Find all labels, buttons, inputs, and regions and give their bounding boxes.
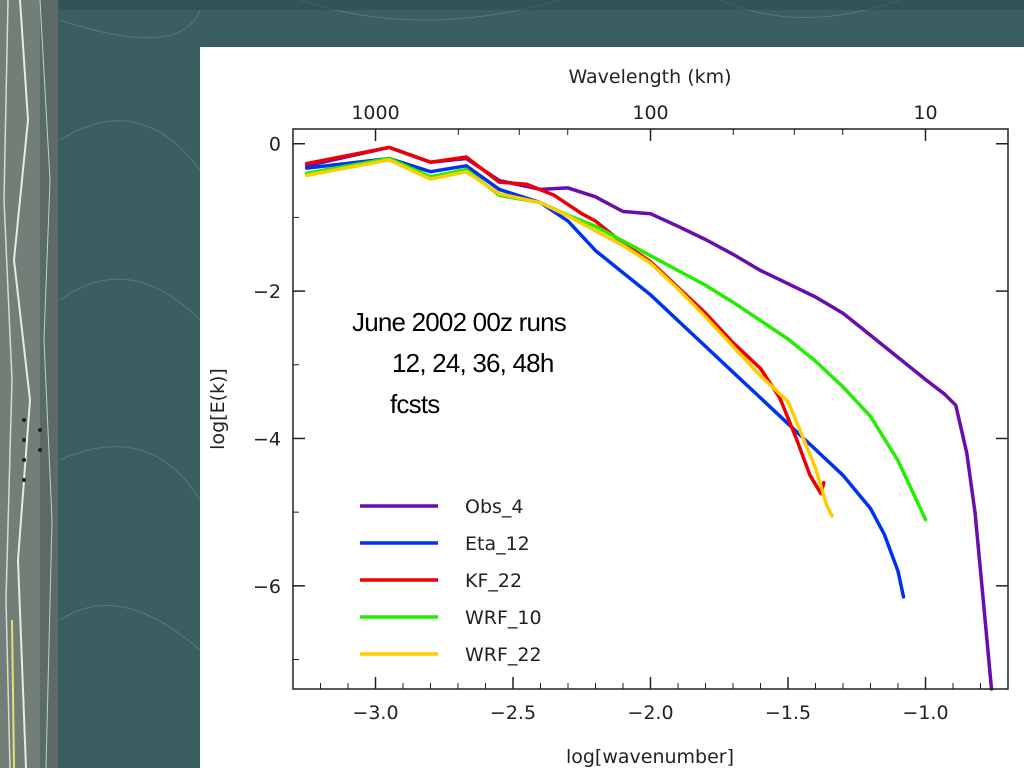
series-line-wrf-22 — [304, 158, 834, 518]
spectrum-chart: −3.0 −2.5 −2.0 −1.5 −1.0 0 −2 −4 −6 1000 100 10 Wav… — [207, 66, 1009, 768]
x-tick-label: −2.5 — [490, 702, 536, 724]
x-tick-label: −1.5 — [765, 702, 811, 724]
y-tick-label: −4 — [253, 428, 281, 450]
x-tick-label: −2.0 — [627, 702, 673, 724]
y-tick-label: −6 — [253, 576, 281, 598]
tick-layer: −3.0 −2.5 −2.0 −1.5 −1.0 0 −2 −4 −6 1000 100 10 — [253, 102, 1009, 724]
series-line-eta-12 — [304, 156, 906, 599]
x-axis-title: log[wavenumber] — [566, 746, 734, 768]
annotation-line-3: fcsts — [390, 389, 440, 419]
legend-label: Eta_12 — [465, 533, 530, 555]
annotation-line-2: 12, 24, 36, 48h — [392, 348, 554, 378]
top-tick-label: 1000 — [351, 102, 399, 124]
satellite-image-strip — [0, 0, 58, 768]
x-tick-label: −1.0 — [902, 702, 948, 724]
top-axis-title: Wavelength (km) — [568, 66, 731, 88]
annotation-line-1: June 2002 00z runs — [352, 307, 567, 337]
legend-label: KF_22 — [465, 570, 522, 592]
legend: Obs_4 Eta_12 KF_22 WRF_10 WRF_22 — [360, 496, 542, 666]
legend-label: WRF_22 — [465, 644, 542, 666]
legend-label: Obs_4 — [465, 496, 524, 518]
y-tick-label: −2 — [253, 281, 281, 303]
top-tick-label: 10 — [913, 102, 937, 124]
y-axis-title: log[E(k)] — [207, 368, 229, 450]
run-annotation: June 2002 00z runs 12, 24, 36, 48h fcsts — [352, 302, 652, 425]
x-tick-label: −3.0 — [352, 702, 398, 724]
legend-label: WRF_10 — [465, 607, 542, 629]
chart-panel: −3.0 −2.5 −2.0 −1.5 −1.0 0 −2 −4 −6 1000 100 10 Wav… — [200, 47, 1024, 768]
y-tick-label: 0 — [269, 134, 281, 156]
top-tick-label: 100 — [632, 102, 668, 124]
series-layer — [304, 145, 994, 691]
